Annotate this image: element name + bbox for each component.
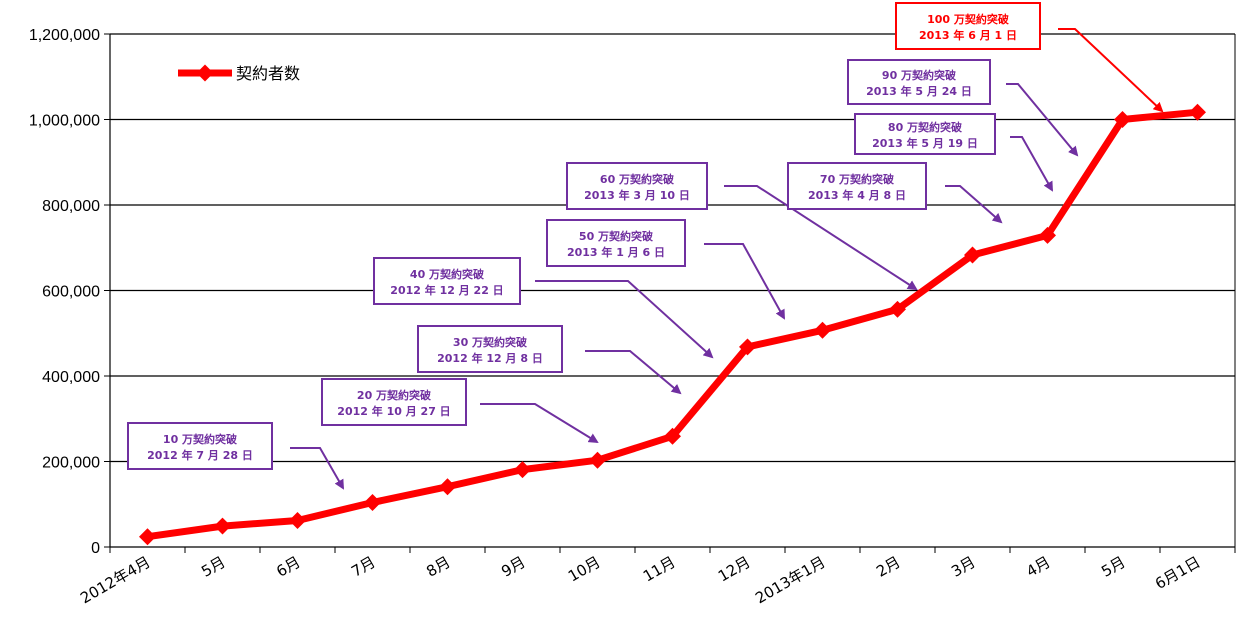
callout-arrow (1006, 83, 1079, 157)
milestone-callout: 80 万契約突破 2013 年 5 月 19 日 (854, 113, 1053, 192)
milestone-callout: 100 万契約突破 2013 年 6 月 1 日 (895, 2, 1164, 113)
callout-arrow (535, 280, 714, 359)
callout-title: 10 万契約突破 (163, 432, 237, 446)
callout-box (854, 113, 996, 155)
gridlines (110, 33, 1235, 463)
data-point-marker (589, 451, 606, 469)
legend-swatch-marker (196, 64, 214, 82)
y-tick-label: 800,000 (42, 198, 100, 215)
callout-arrow (945, 185, 1003, 224)
data-point-marker (289, 512, 306, 529)
callout-date: 2012 年 7 月 28 日 (147, 448, 253, 462)
callout-title: 60 万契約突破 (600, 172, 674, 186)
callout-box (787, 162, 927, 210)
y-tick-label: 600,000 (42, 284, 100, 301)
series-contract-count (139, 103, 1206, 546)
data-point-marker (739, 338, 756, 356)
callout-box (321, 378, 467, 426)
callout-box (895, 2, 1041, 50)
callout-date: 2013 年 6 月 1 日 (919, 28, 1017, 42)
y-tick-label: 400,000 (42, 369, 100, 386)
y-tick-label: 1,000,000 (29, 113, 100, 130)
milestone-callout: 30 万契約突破 2012 年 12 月 8 日 (417, 325, 682, 395)
y-axis-ticks: 0 200,000 400,000 600,000 800,000 1,000,000 1,… (29, 27, 110, 557)
callout-date: 2013 年 4 月 8 日 (808, 188, 906, 202)
milestone-callout: 10 万契約突破 2012 年 7 月 28 日 (127, 422, 344, 490)
callout-box (417, 325, 563, 373)
data-point-marker (514, 461, 531, 479)
x-tick-label: 3月 (948, 553, 978, 581)
callout-box (566, 162, 708, 210)
callout-title: 20 万契約突破 (357, 388, 431, 402)
callout-title: 40 万契約突破 (410, 267, 484, 281)
data-point-marker (889, 300, 906, 318)
callout-arrow (704, 243, 785, 320)
callout-date: 2013 年 5 月 24 日 (866, 84, 972, 98)
data-point-marker (214, 517, 231, 535)
legend: 契約者数 (178, 64, 300, 83)
callout-title: 50 万契約突破 (579, 229, 653, 243)
callout-title: 100 万契約突破 (927, 12, 1009, 26)
callout-arrow (585, 350, 682, 395)
data-point-marker (1189, 103, 1206, 121)
callout-box (127, 422, 273, 470)
callout-title: 30 万契約突破 (453, 335, 527, 349)
callout-box (373, 257, 521, 305)
y-tick-label: 0 (91, 540, 100, 557)
x-tick-label: 4月 (1023, 553, 1053, 581)
data-point-marker (139, 528, 156, 546)
x-tick-label: 2013年1月 (752, 553, 828, 607)
milestone-callout: 40 万契約突破 2012 年 12 月 22 日 (373, 257, 714, 359)
x-tick-label: 6月 (273, 553, 303, 581)
x-tick-label: 8月 (423, 553, 453, 581)
milestone-callout: 60 万契約突破 2013 年 3 月 10 日 (566, 162, 918, 291)
data-point-marker (814, 321, 831, 339)
x-tick-label: 7月 (348, 553, 378, 581)
callout-date: 2012 年 12 月 22 日 (390, 283, 503, 297)
callout-title: 70 万契約突破 (820, 172, 894, 186)
callout-box (546, 219, 686, 267)
y-tick-label: 1,200,000 (29, 27, 100, 44)
legend-label: 契約者数 (236, 64, 300, 83)
callout-date: 2013 年 5 月 19 日 (872, 136, 978, 150)
callout-arrow (290, 447, 344, 490)
x-tick-label: 10月 (565, 553, 604, 586)
x-tick-label: 2月 (873, 553, 903, 581)
x-tick-label: 12月 (715, 553, 754, 586)
x-tick-label: 2012年4月 (77, 553, 153, 607)
callout-date: 2013 年 1 月 6 日 (567, 245, 665, 259)
data-point-marker (964, 246, 981, 264)
callout-arrow (724, 185, 918, 291)
callout-date: 2012 年 10 月 27 日 (337, 404, 450, 418)
x-tick-label: 9月 (498, 553, 528, 581)
callout-title: 80 万契約突破 (888, 120, 962, 134)
callout-title: 90 万契約突破 (882, 68, 956, 82)
milestone-callout: 20 万契約突破 2012 年 10 月 27 日 (321, 378, 599, 444)
x-tick-label: 5月 (1098, 553, 1128, 581)
x-tick-label: 11月 (640, 553, 679, 586)
callout-arrow (1058, 28, 1164, 113)
milestone-callout: 50 万契約突破 2013 年 1 月 6 日 (546, 219, 785, 320)
y-tick-label: 200,000 (42, 455, 100, 472)
x-tick-label: 6月1日 (1152, 553, 1204, 593)
callout-arrow (1010, 136, 1053, 192)
milestone-callout: 90 万契約突破 2013 年 5 月 24 日 (847, 59, 1079, 157)
callout-date: 2012 年 12 月 8 日 (437, 351, 543, 365)
callout-date: 2013 年 3 月 10 日 (584, 188, 690, 202)
data-point-marker (439, 478, 456, 496)
callout-box (847, 59, 991, 105)
data-point-marker (364, 494, 381, 512)
milestone-callout: 70 万契約突破 2013 年 4 月 8 日 (787, 162, 1003, 224)
data-point-marker (664, 427, 681, 445)
milestone-annotations: 10 万契約突破 2012 年 7 月 28 日 20 万契約突破 2012 年 10… (127, 2, 1164, 490)
callout-arrow (480, 403, 599, 444)
x-tick-label: 5月 (198, 553, 228, 581)
